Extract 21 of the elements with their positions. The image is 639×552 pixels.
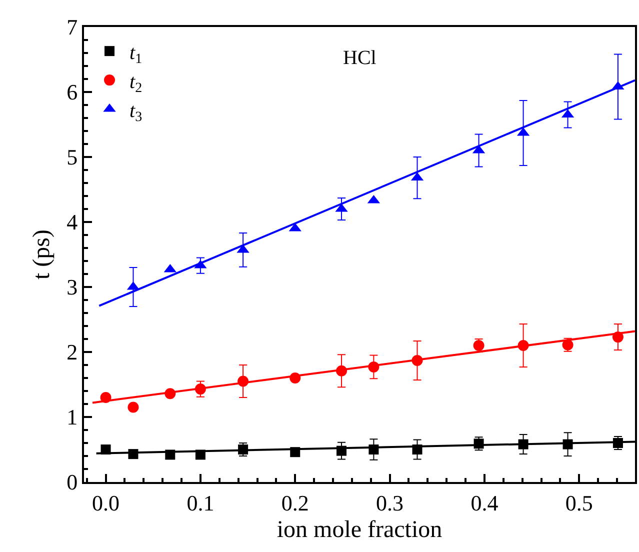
point [128,402,139,413]
y-tick-label: 5 [66,144,78,170]
x-tick-label: 0.0 [92,490,120,516]
y-tick-label: 3 [66,274,78,300]
x-tick-label: 0.4 [470,490,498,516]
annotation: HCl [343,47,377,69]
y-tick-label: 4 [66,210,78,235]
legend-label: t$_{3}$ [130,100,142,126]
x-tick-label: 0.3 [376,490,404,516]
y-tick-label: 0 [66,470,78,495]
x-tick-label: 0.1 [186,490,214,516]
x-tick-label: 0.2 [281,490,309,516]
y-tick-label: 6 [66,80,78,105]
y-tick-label: 7 [66,14,78,40]
y-tick-label: 2 [66,340,78,365]
x-axis-title: ion mole fraction [276,517,442,544]
y-tick-label: 1 [66,404,78,430]
legend-label: t$_{2}$ [130,70,142,96]
x-tick-label: 0.5 [565,490,593,516]
legend-label: t$_{1}$ [130,42,142,68]
y-axis-title: t (ps) [29,230,56,280]
